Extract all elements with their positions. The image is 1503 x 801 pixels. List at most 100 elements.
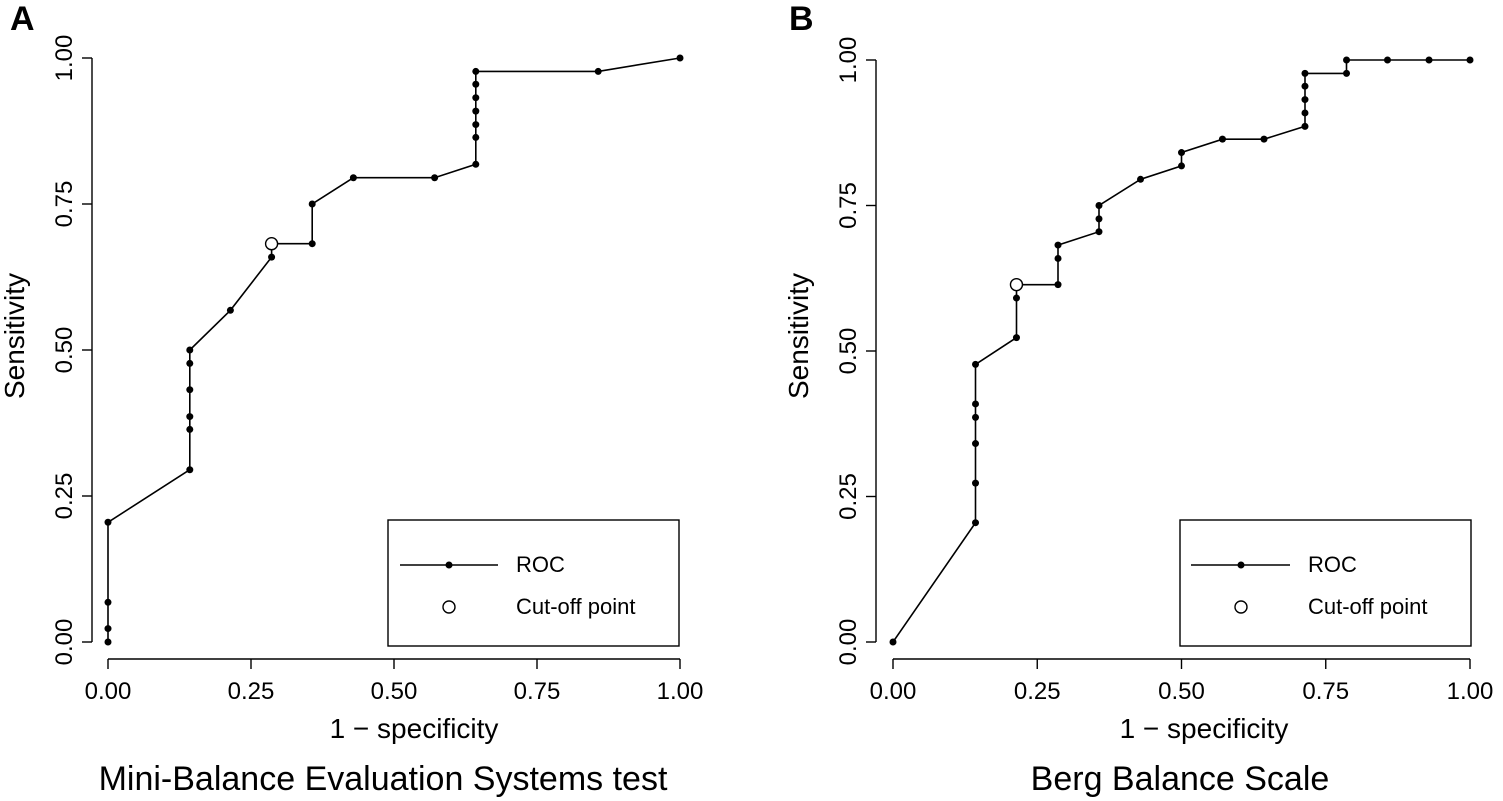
roc-point <box>972 400 980 408</box>
roc-point <box>226 306 234 314</box>
roc-point <box>972 413 980 421</box>
roc-point <box>308 240 316 248</box>
roc-point <box>1054 281 1062 289</box>
roc-point <box>472 133 480 141</box>
roc-marks <box>889 56 1474 646</box>
y-tick-label: 1.00 <box>835 37 862 84</box>
roc-point <box>594 67 602 75</box>
roc-marks <box>104 54 684 646</box>
panel-b: B 0.00 0.25 0.50 0.75 1.00 0.00 0.25 0.50 0.75 1.… <box>783 0 1493 798</box>
legend-box <box>387 519 680 647</box>
x-tick-label: 0.50 <box>1158 678 1205 705</box>
roc-point <box>676 54 684 62</box>
x-tick-label: 0.50 <box>371 678 418 705</box>
roc-point <box>1301 122 1309 130</box>
x-tick-label: 0.00 <box>85 678 132 705</box>
chart-subtitle: Berg Balance Scale <box>1031 760 1330 798</box>
roc-point <box>1137 175 1145 183</box>
x-axis-title: 1 − specificity <box>330 713 499 744</box>
y-tick-label: 0.50 <box>51 327 78 374</box>
roc-point <box>1425 56 1433 64</box>
roc-point <box>186 466 194 474</box>
roc-point <box>1054 241 1062 249</box>
y-tick-label: 0.75 <box>835 182 862 229</box>
roc-point <box>972 519 980 527</box>
x-tick-label: 0.00 <box>870 678 917 705</box>
x-axis-title: 1 − specificity <box>1120 713 1289 744</box>
roc-line <box>107 57 681 642</box>
roc-point <box>349 174 357 182</box>
x-tick-label: 0.75 <box>1302 678 1349 705</box>
legend-box <box>1179 519 1472 647</box>
y-tick-label: 0.75 <box>51 181 78 228</box>
legend-cutoff-label: Cut-off point <box>1308 594 1427 619</box>
roc-point <box>1343 56 1351 64</box>
y-tick-label: 1.00 <box>51 35 78 82</box>
plot-area: 0.00 0.25 0.50 0.75 1.00 0.00 0.25 0.50 0.75 1.00 <box>51 35 703 705</box>
roc-point <box>104 638 112 646</box>
cutoff-point <box>1009 277 1024 292</box>
roc-point <box>972 440 980 448</box>
roc-point <box>1218 135 1226 143</box>
y-tick-label: 0.50 <box>835 328 862 375</box>
roc-point <box>472 80 480 88</box>
roc-point <box>186 359 194 367</box>
roc-point <box>1012 294 1020 302</box>
roc-point <box>889 638 897 646</box>
roc-point <box>186 386 194 394</box>
roc-point <box>1383 56 1391 64</box>
roc-point <box>972 360 980 368</box>
roc-point <box>1301 82 1309 90</box>
roc-point <box>472 160 480 168</box>
cutoff-point <box>264 237 279 251</box>
roc-point <box>1095 228 1103 236</box>
roc-point <box>472 94 480 102</box>
roc-point <box>1301 69 1309 77</box>
roc-point <box>104 518 112 526</box>
legend-cutoff-marker <box>442 600 456 614</box>
roc-point <box>472 121 480 129</box>
roc-point <box>472 107 480 115</box>
roc-point <box>104 625 112 633</box>
x-tick-label: 1.00 <box>657 678 704 705</box>
x-tick-label: 0.25 <box>1014 678 1061 705</box>
y-tick-label: 0.00 <box>51 619 78 666</box>
roc-point <box>104 598 112 606</box>
x-tick-label: 0.25 <box>228 678 275 705</box>
roc-point <box>268 253 276 261</box>
roc-point <box>472 67 480 75</box>
y-tick-label: 0.25 <box>835 473 862 520</box>
legend-cutoff-marker <box>1234 600 1248 614</box>
y-tick-label: 0.25 <box>51 473 78 520</box>
roc-point <box>431 174 439 182</box>
y-axis-title: Sensitivity <box>783 273 814 399</box>
roc-point <box>308 200 316 208</box>
roc-point <box>1343 69 1351 77</box>
roc-point <box>1466 56 1474 64</box>
roc-point <box>1178 162 1185 170</box>
panel-letter: A <box>10 0 35 38</box>
legend-roc-marker <box>445 561 453 569</box>
legend-cutoff-label: Cut-off point <box>516 594 635 619</box>
roc-point <box>1301 109 1309 117</box>
roc-point <box>1095 202 1103 209</box>
roc-line <box>892 59 1470 643</box>
roc-point <box>1012 334 1020 342</box>
legend-roc-label: ROC <box>1308 552 1357 577</box>
roc-point <box>186 425 194 433</box>
panel-a: A 0.00 0.25 0.50 0.75 1.00 0.00 0.25 0.50 0.75 1.… <box>0 0 703 798</box>
roc-point <box>1301 96 1309 104</box>
roc-point <box>1178 149 1185 157</box>
chart-subtitle: Mini-Balance Evaluation Systems test <box>99 760 668 798</box>
roc-point <box>1260 135 1268 143</box>
legend-roc-marker <box>1237 561 1245 569</box>
roc-point <box>972 479 980 487</box>
roc-point <box>1054 254 1062 262</box>
roc-point <box>1095 215 1103 223</box>
panel-letter: B <box>789 0 814 38</box>
x-tick-label: 1.00 <box>1447 678 1494 705</box>
x-tick-label: 0.75 <box>514 678 561 705</box>
plot-area: 0.00 0.25 0.50 0.75 1.00 0.00 0.25 0.50 0.75 1.00 <box>835 37 1493 705</box>
legend-roc-label: ROC <box>516 552 565 577</box>
